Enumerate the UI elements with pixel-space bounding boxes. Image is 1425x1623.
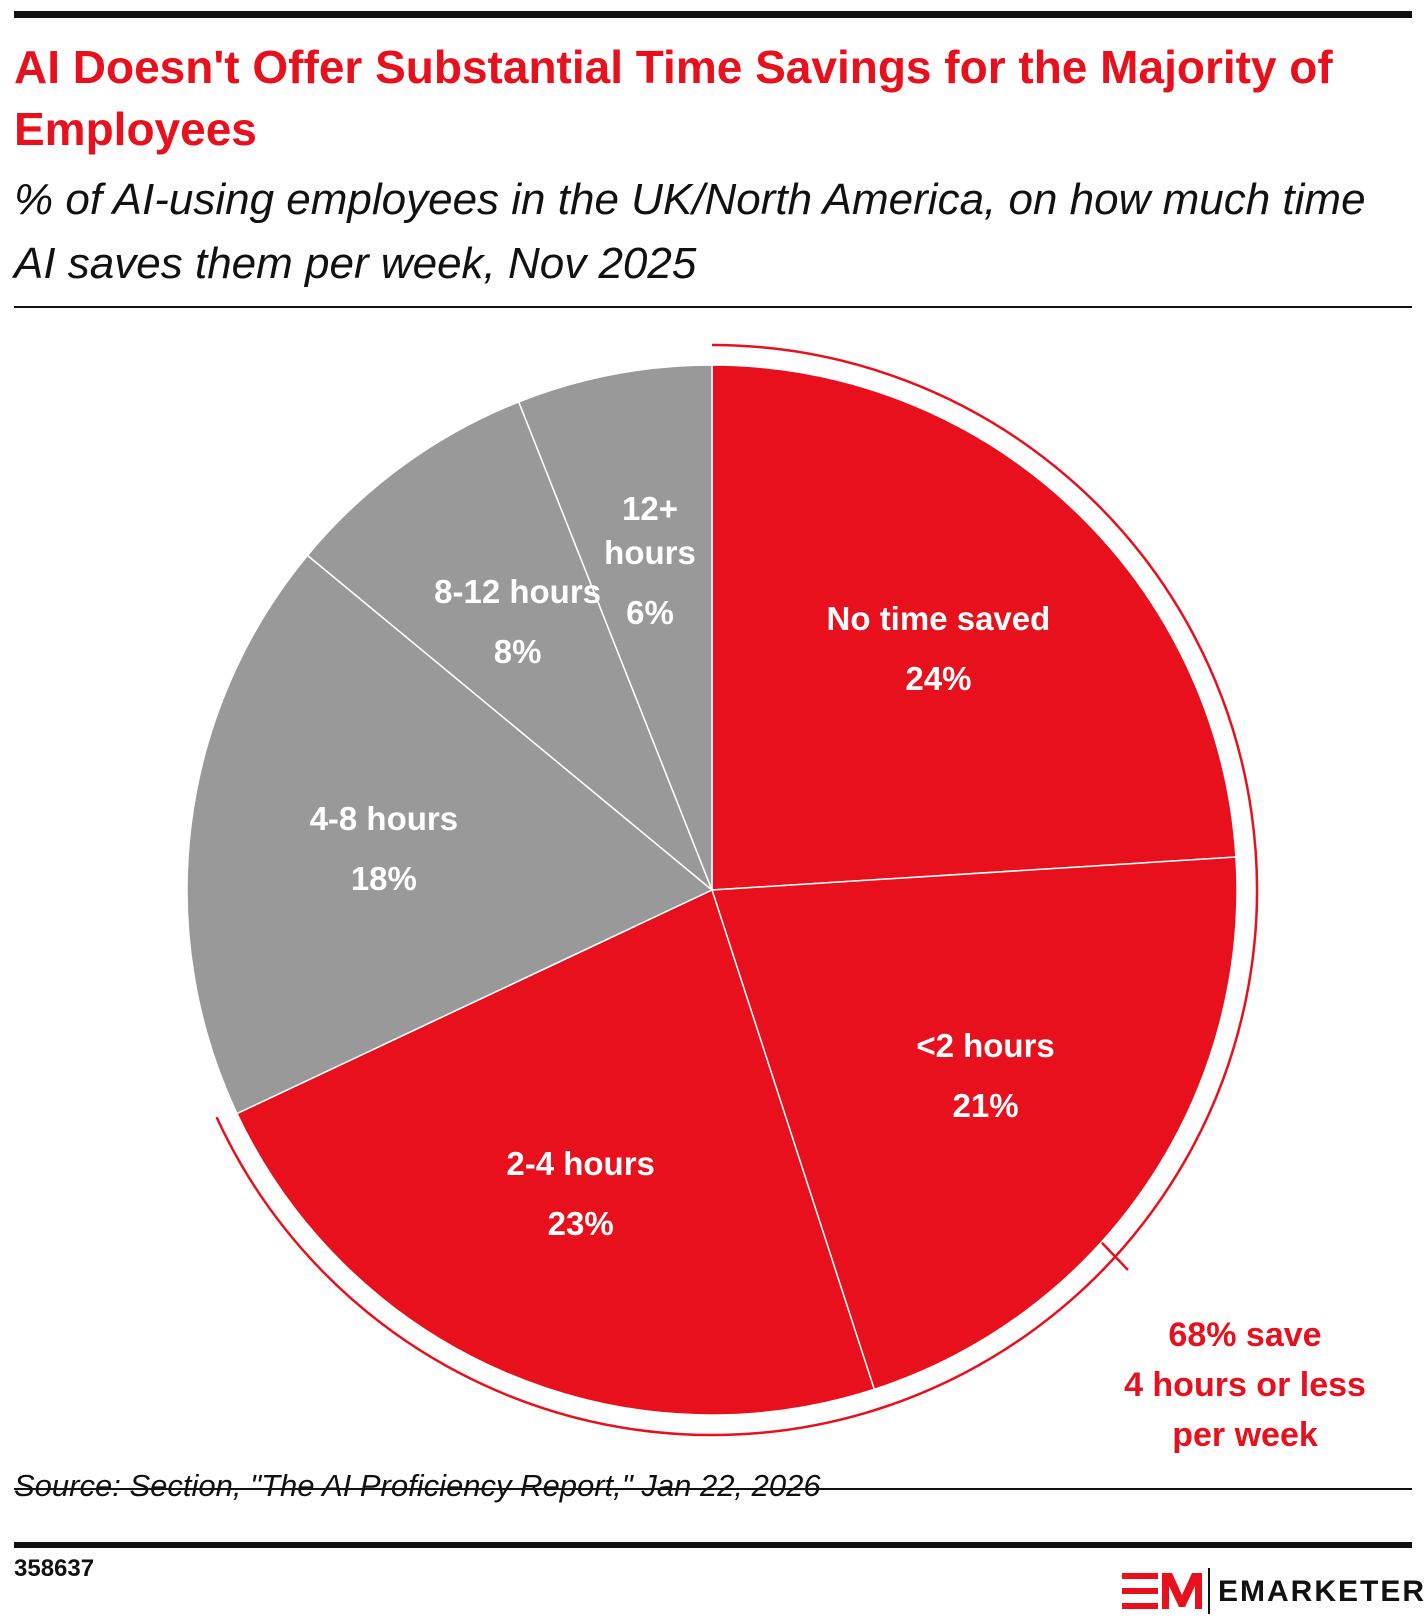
slice-label: No time saved 24% [788, 589, 1088, 709]
slice-label: <2 hours 21% [836, 1016, 1136, 1136]
brand-logo [1122, 1568, 1210, 1614]
slice-label: 4-8 hours 18% [234, 789, 534, 909]
chart-id: 358637 [14, 1555, 95, 1582]
slice-category: No time saved [826, 599, 1051, 637]
chart-title: AI Doesn't Offer Substantial Time Saving… [14, 41, 1333, 155]
slice-category: 4-8 hours [309, 799, 459, 837]
slice-value: 6% [626, 594, 674, 632]
pie-slice [186, 554, 714, 1115]
slice-category: 8-12 hours [434, 573, 602, 611]
brand: EMARKETER [1218, 1575, 1425, 1608]
footer-rule [14, 1542, 1412, 1548]
slice-label: 8-12 hours 8% [368, 562, 668, 682]
top-rule [14, 11, 1412, 18]
pie-slice [517, 364, 713, 891]
slice-label: 12+ hours 6% [590, 487, 710, 643]
pie-slice [711, 364, 1237, 891]
slice-value: 8% [493, 633, 542, 671]
annotation-line: per week [1172, 1416, 1318, 1454]
slice-value: 24% [905, 659, 972, 697]
chart-subtitle: % of AI-using employees in the UK/North … [14, 175, 1366, 288]
slice-label: 2-4 hours 23% [431, 1134, 731, 1254]
source: Source: Section, "The AI Proficiency Rep… [14, 1468, 821, 1503]
slice-value: 21% [952, 1086, 1019, 1124]
pie-slice [235, 888, 876, 1416]
annotation-line: 68% save [1168, 1316, 1322, 1354]
annotation-line: 4 hours or less [1124, 1366, 1366, 1404]
header-rule [14, 306, 1412, 308]
slice-category: <2 hours [916, 1026, 1055, 1064]
annotation-arc [215, 343, 1259, 1437]
annotation: 68% save 4 hours or less per week [1090, 1310, 1400, 1460]
pie-slice [710, 856, 1238, 1391]
slice-value: 23% [547, 1204, 614, 1242]
source-rule [14, 1488, 1412, 1490]
slice-category: 12+ hours [604, 490, 696, 572]
slice-value: 18% [350, 859, 417, 897]
pie-slice [306, 400, 713, 891]
slice-category: 2-4 hours [506, 1144, 655, 1182]
